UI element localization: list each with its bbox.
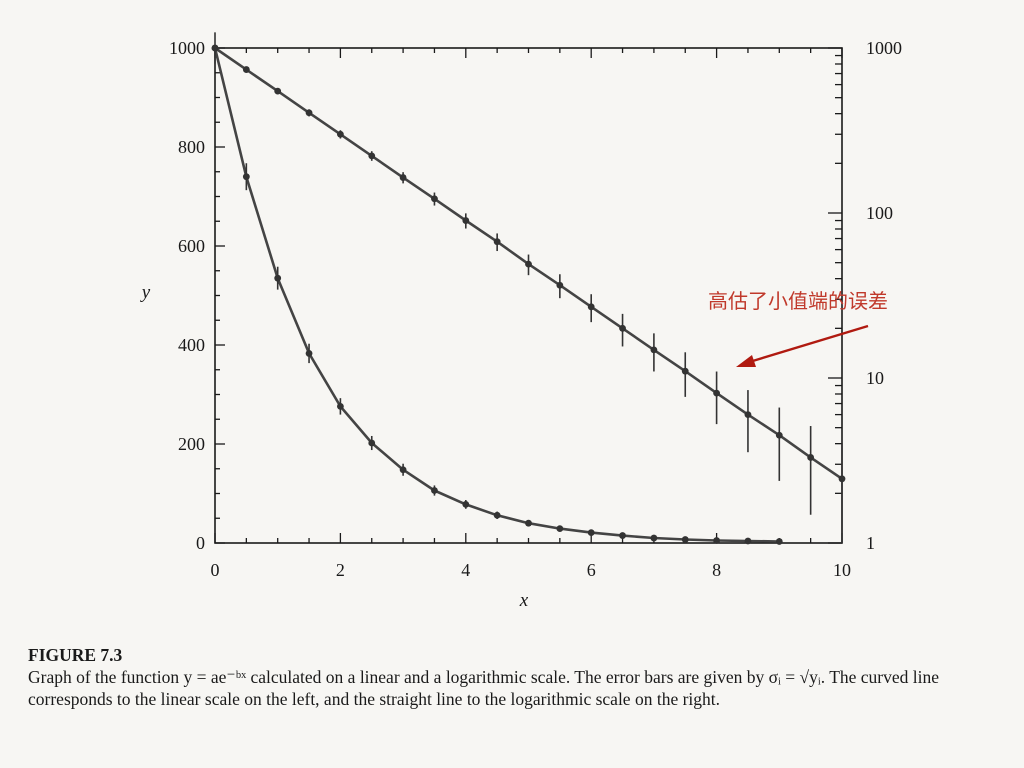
x-tick-label: 6 — [587, 560, 596, 580]
log-series-point — [493, 238, 501, 246]
y-tick-label-left: 0 — [196, 533, 205, 553]
x-tick-label: 10 — [833, 560, 851, 580]
log-series-point — [242, 66, 250, 73]
linear-series-point — [525, 519, 532, 527]
linear-series-point — [462, 500, 470, 508]
linear-series-point — [713, 537, 720, 544]
annotation-arrow-head — [736, 355, 756, 367]
log-series-point — [807, 454, 815, 461]
log-series-point — [838, 475, 846, 483]
annotation: 高估了小值端的误差 — [708, 289, 888, 367]
log-series-point — [525, 260, 532, 268]
linear-series-point — [211, 44, 219, 52]
linear-series-point — [587, 529, 595, 537]
linear-series-point — [274, 274, 282, 282]
log-series-point — [681, 367, 689, 375]
linear-series-point — [493, 511, 501, 519]
y-tick-label-left: 1000 — [169, 38, 205, 58]
linear-series-point — [242, 173, 250, 181]
annotation-label: 高估了小值端的误差 — [708, 289, 888, 313]
log-series-point — [274, 87, 282, 95]
y-tick-label-left: 600 — [178, 236, 205, 256]
x-tick-label: 2 — [336, 560, 345, 580]
linear-series-point — [368, 439, 376, 447]
linear-series-point — [681, 536, 689, 543]
y-tick-label-left: 400 — [178, 335, 205, 355]
linear-series-point — [305, 350, 313, 357]
series-log-scale — [211, 44, 846, 543]
x-axis-label: x — [519, 590, 529, 611]
figure-title: FIGURE 7.3 — [28, 645, 123, 665]
x-tick-label: 8 — [712, 560, 721, 580]
linear-series-point — [775, 538, 783, 545]
y-tick-label-right: 10 — [866, 368, 884, 388]
linear-series-point — [619, 532, 626, 539]
log-series-point — [305, 109, 313, 117]
annotation-arrow-line — [745, 324, 869, 365]
log-series-point — [713, 389, 720, 397]
log-series-point — [587, 303, 595, 311]
linear-series-point — [556, 525, 564, 533]
figure-caption: FIGURE 7.3 Graph of the function y = ae⁻… — [28, 644, 1003, 710]
log-series-point — [744, 411, 752, 419]
y-tick-label-left: 800 — [178, 137, 205, 157]
log-series-point — [337, 130, 344, 138]
linear-series-line — [213, 47, 780, 543]
y-tick-label-right: 1000 — [866, 38, 902, 58]
linear-series-point — [431, 487, 438, 494]
log-series-point — [775, 431, 783, 439]
y-tick-label-right: 1 — [866, 533, 875, 553]
linear-series-point — [650, 534, 658, 542]
y-tick-label-left: 200 — [178, 434, 205, 454]
log-series-point — [650, 346, 658, 354]
linear-series-point — [337, 402, 344, 410]
x-tick-label: 4 — [461, 560, 470, 580]
linear-series-point — [744, 537, 752, 545]
log-series-point — [462, 217, 470, 224]
series-linear-scale — [211, 32, 783, 545]
x-tick-label: 0 — [211, 560, 220, 580]
log-series-point — [619, 324, 626, 332]
log-series-point — [368, 152, 376, 160]
log-series-point — [556, 281, 564, 289]
figure-caption-text: Graph of the function y = ae⁻ᵇˣ calculat… — [28, 667, 939, 709]
y-tick-label-right: 100 — [866, 203, 893, 223]
y-axis-label: y — [140, 282, 151, 303]
log-series-point — [399, 174, 407, 181]
linear-series-point — [399, 466, 407, 474]
log-series-point — [431, 195, 438, 203]
